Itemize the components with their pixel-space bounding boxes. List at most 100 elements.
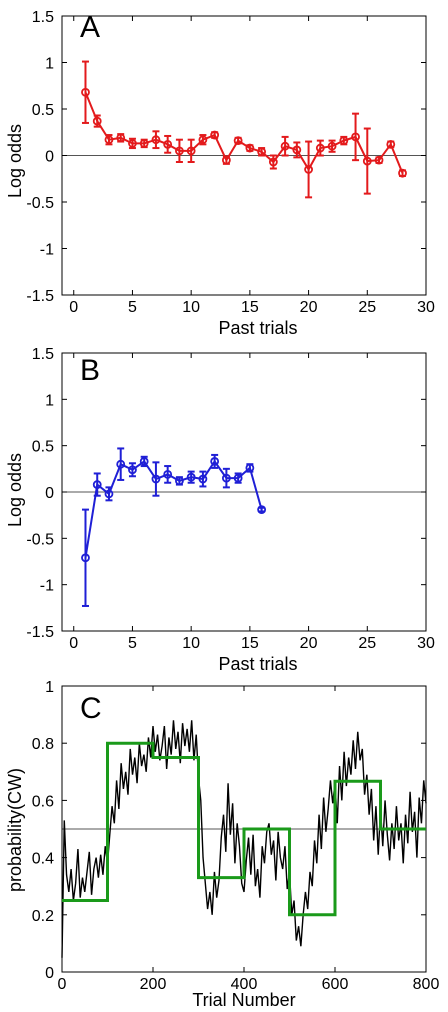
panel-a-xtick-label: 20	[300, 299, 318, 316]
panel-b-data-point	[81, 553, 90, 563]
panel-b-xtick-label: 20	[300, 635, 318, 652]
panel-a-ytick-label: -0.5	[26, 195, 54, 212]
panel-b-data-point	[210, 457, 220, 466]
panel-a-data-point	[292, 145, 302, 155]
panel-a-data-point	[268, 157, 278, 167]
panel-c-xtick-label: 800	[413, 976, 440, 993]
panel-a-ytick-label: 1	[45, 56, 54, 73]
panel-a-data-point	[210, 130, 220, 140]
panel-c-xtick-label: 0	[58, 976, 67, 993]
panel-c-ytick-label: 0	[45, 965, 54, 982]
panel-c-ytick-label: 1	[45, 679, 54, 696]
panel-a-data-point	[339, 136, 349, 146]
panel-a-xtick-label: 0	[69, 299, 78, 316]
panel-b-xtick-label: 30	[417, 635, 435, 652]
panel-b-data-point	[233, 473, 243, 483]
panel-b-xtick-label: 0	[69, 635, 78, 652]
panel-b-data-point	[175, 476, 184, 486]
panel-b-xtick-label: 25	[358, 635, 376, 652]
panel-a-data-point	[198, 135, 208, 145]
panel-a-letter: A	[80, 11, 100, 44]
panel-c-true-probability-step	[62, 741, 426, 917]
panel-c-letter: C	[80, 692, 102, 725]
panel-a-ytick-label: 0.5	[32, 102, 54, 119]
panel-a-data-point	[163, 139, 173, 149]
panel-a-data-point	[116, 133, 126, 143]
panel-b-ytick-label: 1.5	[32, 346, 54, 363]
panel-a-data-point	[175, 146, 184, 156]
panel-b-xtick-label: 10	[182, 635, 200, 652]
panel-b-ytick-label: -1	[40, 578, 54, 595]
panel-b-data-point	[92, 480, 102, 489]
panel-b-data-point	[163, 469, 173, 479]
panel-a-data-point	[304, 165, 313, 174]
panel-b-letter: B	[80, 354, 100, 387]
panel-a-data-point	[351, 132, 360, 142]
panel-c-xlabel: Trial Number	[192, 990, 295, 1010]
panel-b-data-point	[257, 505, 267, 515]
panel-c-ytick-label: 0.6	[32, 793, 54, 810]
panel-c: C Trial Number probability(CW) 0 200 400 60…	[5, 679, 439, 1010]
panel-c-xtick-label: 600	[322, 976, 349, 993]
panel-c-ytick-label: 0.2	[32, 908, 54, 925]
panel-c-xtick-label: 200	[140, 976, 167, 993]
panel-b-series-line	[84, 459, 263, 558]
panel-b-data-point	[151, 474, 161, 484]
panel-a-data-point	[386, 139, 396, 149]
panel-b-ytick-label: 0.5	[32, 439, 54, 456]
panel-a-data-point	[151, 135, 161, 145]
panel-a-data-point	[257, 147, 267, 157]
panel-a-data-point	[233, 136, 243, 146]
panel-a: A Past trials Log odds 0 5 10 15 20 25 30-1.5-…	[5, 9, 435, 338]
panel-b-data-point	[128, 465, 137, 475]
panel-c-probability-trace	[61, 720, 427, 958]
panel-b-xtick-label: 5	[128, 635, 137, 652]
panel-a-xtick-label: 25	[358, 299, 376, 316]
panel-a-data-point	[104, 135, 114, 145]
panel-c-ylabel: probability(CW)	[5, 768, 25, 892]
panel-a-ytick-label: 1.5	[32, 9, 54, 26]
panel-b-data-point	[104, 489, 114, 499]
panel-b-ytick-label: -1.5	[26, 624, 54, 641]
panel-c-ytick-label: 0.8	[32, 736, 54, 753]
panel-a-data-point	[398, 168, 407, 178]
panel-b-xtick-label: 15	[241, 635, 259, 652]
panel-a-ylabel: Log odds	[5, 124, 25, 198]
panel-b-xlabel: Past trials	[218, 654, 297, 674]
panel-b-ylabel: Log odds	[5, 453, 25, 527]
panel-a-xtick-label: 15	[241, 299, 259, 316]
panel-b-data-point	[221, 473, 231, 483]
panel-a-data-point	[128, 139, 137, 148]
panel-b-ytick-label: 1	[45, 392, 54, 409]
panel-b-ytick-label: -0.5	[26, 531, 54, 548]
panel-a-data-point	[315, 143, 325, 153]
panel-a-ytick-label: -1	[40, 242, 54, 259]
panel-a-data-point	[327, 141, 337, 151]
panel-a-xtick-label: 5	[128, 299, 137, 316]
panel-a-data-point	[362, 156, 372, 166]
panel-a-data-point	[186, 146, 196, 156]
panel-c-xtick-label: 400	[231, 976, 258, 993]
panel-a-data-point	[245, 143, 255, 153]
panel-a-data-point	[139, 139, 149, 148]
panel-b-ytick-label: 0	[45, 485, 54, 502]
panel-a-xtick-label: 10	[182, 299, 200, 316]
panel-a-xtick-label: 30	[417, 299, 435, 316]
panel-a-data-point	[92, 116, 102, 126]
panel-a-ytick-label: -1.5	[26, 288, 54, 305]
panel-a-data-point	[280, 141, 290, 151]
panel-b-data-point	[139, 457, 149, 466]
panel-a-xlabel: Past trials	[218, 318, 297, 338]
panel-b-data-point	[245, 463, 255, 473]
panel-a-series-line	[84, 91, 404, 174]
panel-c-ytick-label: 0.4	[32, 851, 54, 868]
panel-a-data-point	[374, 155, 384, 165]
panel-b-data-point	[198, 474, 208, 484]
panel-a-data-point	[81, 87, 90, 97]
panel-a-ytick-label: 0	[45, 149, 54, 166]
panel-b-data-point	[116, 459, 126, 469]
panel-a-data-point	[221, 155, 231, 165]
panel-b-data-point	[186, 472, 196, 482]
panel-b: B Past trials Log odds 0 5 10 15 20 25 30-1.5-…	[5, 346, 435, 674]
